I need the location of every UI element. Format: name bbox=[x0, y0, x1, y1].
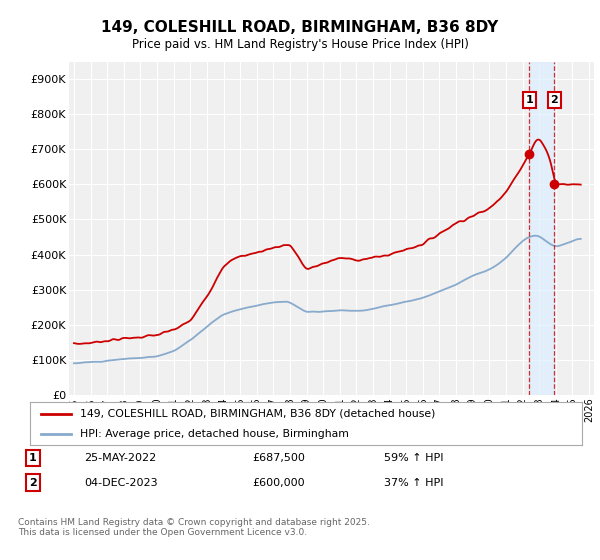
Text: 25-MAY-2022: 25-MAY-2022 bbox=[84, 453, 156, 463]
Text: 59% ↑ HPI: 59% ↑ HPI bbox=[384, 453, 443, 463]
Text: Contains HM Land Registry data © Crown copyright and database right 2025.
This d: Contains HM Land Registry data © Crown c… bbox=[18, 518, 370, 538]
Text: Price paid vs. HM Land Registry's House Price Index (HPI): Price paid vs. HM Land Registry's House … bbox=[131, 38, 469, 50]
Text: £600,000: £600,000 bbox=[252, 478, 305, 488]
Text: 04-DEC-2023: 04-DEC-2023 bbox=[84, 478, 158, 488]
Bar bbox=[529, 62, 554, 395]
Text: 2: 2 bbox=[551, 95, 559, 105]
Text: £687,500: £687,500 bbox=[252, 453, 305, 463]
Text: 149, COLESHILL ROAD, BIRMINGHAM, B36 8DY (detached house): 149, COLESHILL ROAD, BIRMINGHAM, B36 8DY… bbox=[80, 409, 435, 419]
Text: 1: 1 bbox=[29, 453, 37, 463]
Text: HPI: Average price, detached house, Birmingham: HPI: Average price, detached house, Birm… bbox=[80, 428, 349, 438]
Text: 37% ↑ HPI: 37% ↑ HPI bbox=[384, 478, 443, 488]
Text: 2: 2 bbox=[29, 478, 37, 488]
Text: 1: 1 bbox=[526, 95, 533, 105]
Text: 149, COLESHILL ROAD, BIRMINGHAM, B36 8DY: 149, COLESHILL ROAD, BIRMINGHAM, B36 8DY bbox=[101, 20, 499, 35]
